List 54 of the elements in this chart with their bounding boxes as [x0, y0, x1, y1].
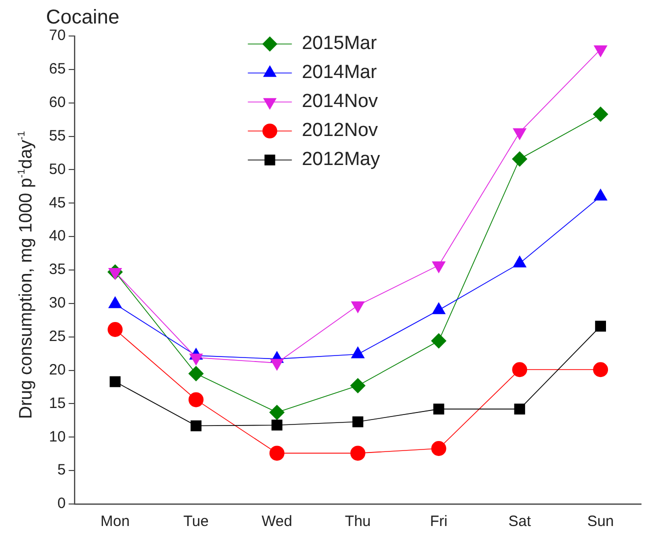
point: [188, 392, 204, 408]
legend-label: 2012May: [302, 149, 381, 170]
point: [190, 420, 202, 432]
point: [270, 358, 284, 370]
x-tick-label: Sun: [587, 513, 614, 530]
x-tick-label: Mon: [100, 513, 130, 530]
point: [433, 404, 444, 415]
x-tick-label: Tue: [183, 513, 209, 530]
point: [432, 261, 446, 273]
point: [188, 366, 204, 382]
y-tick-label: 25: [48, 328, 66, 345]
y-tick-label: 30: [48, 294, 66, 312]
y-tick-label: 15: [48, 394, 66, 412]
point: [431, 441, 446, 456]
point: [593, 106, 608, 122]
point: [269, 446, 284, 461]
x-tick-label: Wed: [262, 513, 292, 530]
y-tick-label: 65: [48, 60, 66, 78]
legend-label: 2014Nov: [302, 91, 378, 112]
point: [352, 416, 364, 428]
point: [512, 152, 528, 167]
point: [271, 420, 282, 431]
y-tick-label: 50: [48, 160, 66, 178]
legend-label: 2012Nov: [302, 120, 378, 142]
y-tick-label: 55: [48, 127, 66, 144]
x-tick-label: Fri: [430, 513, 448, 530]
y-tick-label: 5: [57, 462, 66, 479]
legend-label: 2015Mar: [302, 33, 378, 54]
point: [269, 404, 284, 420]
y-tick-label: 60: [48, 94, 66, 111]
point: [594, 45, 608, 57]
point: [595, 320, 606, 332]
x-tick-label: Sat: [508, 513, 532, 530]
x-tick-label: Thu: [344, 513, 371, 530]
point: [593, 362, 608, 378]
point: [110, 376, 121, 388]
y-tick-label: 45: [48, 194, 66, 212]
chart-title: Cocaine: [46, 6, 120, 29]
point: [350, 446, 366, 461]
point: [350, 378, 366, 394]
point: [108, 268, 122, 280]
y-tick-label: 0: [57, 495, 66, 512]
point: [514, 404, 526, 415]
y-tick-label: 20: [48, 361, 66, 378]
legend-label: 2014Mar: [302, 62, 378, 84]
point: [512, 362, 528, 378]
y-tick-label: 40: [48, 228, 66, 245]
point: [431, 333, 446, 348]
point: [108, 322, 123, 338]
y-tick-label: 10: [48, 428, 66, 446]
y-tick-label: 70: [48, 27, 66, 44]
y-tick-label: 35: [48, 261, 66, 278]
point: [351, 301, 364, 313]
point: [513, 128, 526, 140]
